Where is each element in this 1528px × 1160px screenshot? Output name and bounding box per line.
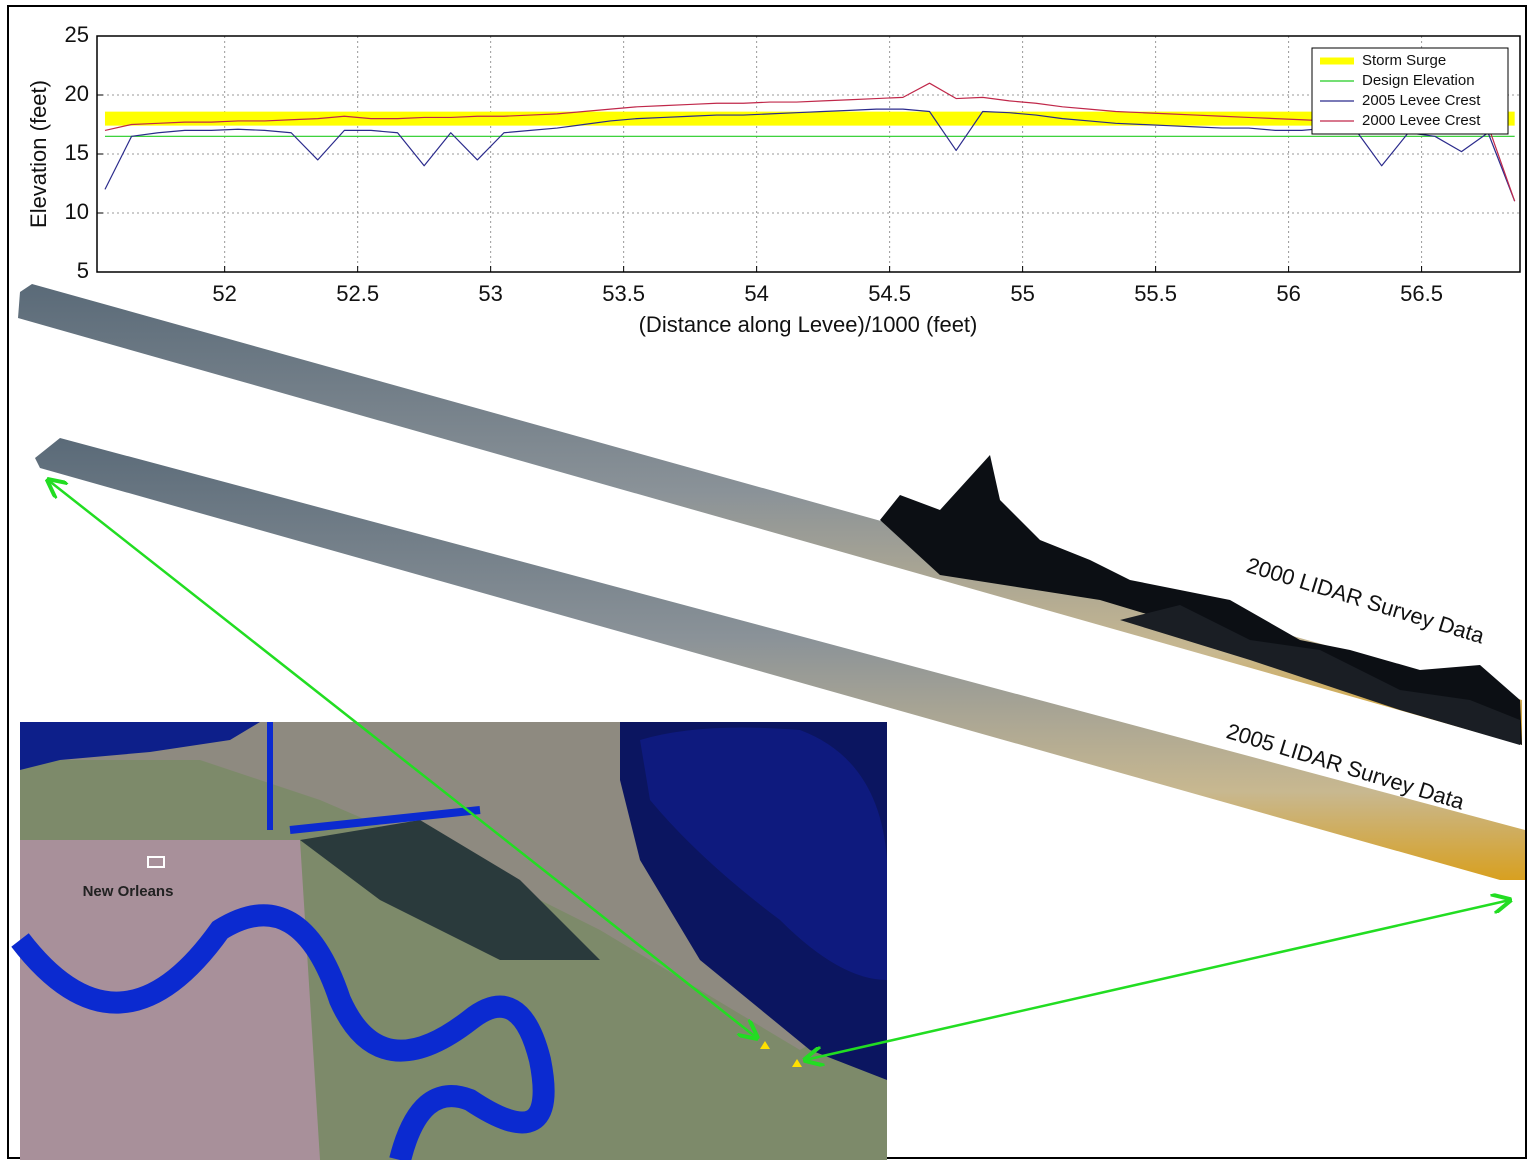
y-axis-label: Elevation (feet) xyxy=(26,80,51,228)
x-tick-label: 53 xyxy=(478,281,502,306)
x-tick-label: 52 xyxy=(212,281,236,306)
x-axis-label: (Distance along Levee)/1000 (feet) xyxy=(639,312,978,337)
y-tick-label: 15 xyxy=(65,140,89,165)
plot-frame xyxy=(96,35,1521,273)
y-tick-label: 10 xyxy=(65,199,89,224)
legend: Storm Surge Design Elevation 2005 Levee Cr… xyxy=(1311,47,1509,135)
x-tick-label: 56 xyxy=(1276,281,1300,306)
x-tick-label: 52.5 xyxy=(336,281,379,306)
y-tick-label: 5 xyxy=(77,258,89,283)
legend-label: 2000 Levee Crest xyxy=(1362,112,1481,129)
legend-label: Design Elevation xyxy=(1362,72,1475,89)
x-tick-label: 56.5 xyxy=(1400,281,1443,306)
arrow xyxy=(805,900,1510,1060)
x-tick-label: 55.5 xyxy=(1134,281,1177,306)
x-tick-label: 54.5 xyxy=(868,281,911,306)
x-tick-label: 54 xyxy=(744,281,768,306)
series-line xyxy=(104,108,1516,202)
y-tick-label: 20 xyxy=(65,81,89,106)
legend-label: Storm Surge xyxy=(1362,52,1446,69)
arrow xyxy=(48,480,757,1038)
map: New Orleans xyxy=(11,722,887,1160)
y-tick-label: 25 xyxy=(65,22,89,47)
legend-label: 2005 Levee Crest xyxy=(1362,92,1481,109)
series-line xyxy=(104,82,1516,202)
x-tick-label: 55 xyxy=(1010,281,1034,306)
lidar-2000 xyxy=(18,284,1522,745)
x-tick-label: 53.5 xyxy=(602,281,645,306)
map-label: New Orleans xyxy=(83,883,174,900)
